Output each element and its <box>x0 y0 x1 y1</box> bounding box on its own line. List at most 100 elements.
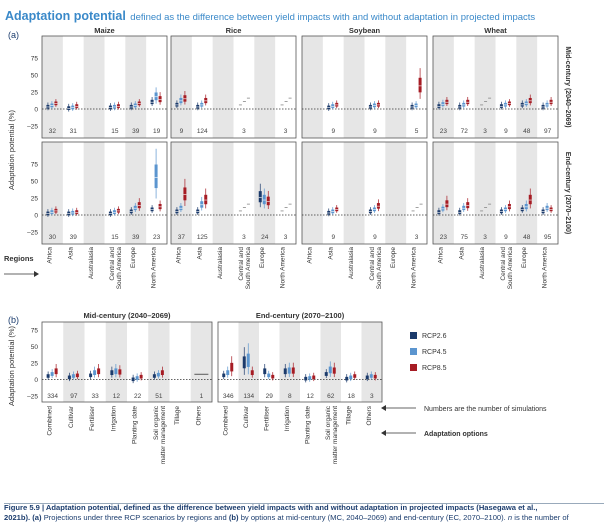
region-shade <box>42 36 63 138</box>
region-label: South America <box>507 247 514 290</box>
region-shade <box>212 142 234 244</box>
sim-count: 95 <box>544 234 552 241</box>
sim-count: 1 <box>200 393 204 400</box>
region-shade <box>254 36 276 138</box>
option-label: matter management <box>160 406 167 464</box>
legend-swatch-rcp26 <box>410 332 417 339</box>
panel-b-ylabel: Adaptation potential (%) <box>7 325 16 406</box>
panel-frame <box>41 35 168 139</box>
box-rcp45 <box>50 372 54 376</box>
option-label: Cultivar <box>68 405 75 428</box>
region-shade <box>385 142 407 244</box>
caption-n: n <box>507 513 513 522</box>
region-label: Asia <box>196 247 203 260</box>
box-rcp85 <box>332 367 336 374</box>
region-label: Asia <box>67 247 74 260</box>
region-label: South America <box>245 247 252 290</box>
sim-count: 23 <box>440 128 448 135</box>
panel-b-label: (b) <box>8 315 19 325</box>
sim-count: 15 <box>111 128 119 135</box>
sim-count: 3 <box>483 234 487 241</box>
box-rcp85 <box>139 374 143 379</box>
box-rcp85 <box>445 200 449 208</box>
region-label: Asia <box>458 247 465 260</box>
region-label: Asia <box>327 247 334 260</box>
option-shade <box>63 322 85 402</box>
sim-count: 62 <box>327 393 335 400</box>
region-shade <box>385 36 407 138</box>
box-rcp26 <box>152 374 156 378</box>
region-label: Central and <box>238 247 245 281</box>
box-rcp85 <box>353 374 357 378</box>
box-rcp26 <box>89 373 93 378</box>
option-label: Planting date <box>132 406 139 444</box>
ytick-a-1-0: 75 <box>31 162 39 169</box>
note-options: Adaptation options <box>424 431 488 438</box>
box-rcp85 <box>118 369 122 375</box>
region-label: Central and <box>500 247 507 281</box>
region-shade <box>433 142 454 244</box>
box-rcp45 <box>156 372 160 377</box>
sim-count: 346 <box>223 393 234 400</box>
sim-count: 97 <box>544 128 552 135</box>
box-rcp85 <box>271 374 275 379</box>
option-shade <box>361 322 382 402</box>
title-main: Adaptation potential <box>5 9 126 23</box>
crop-header-maize: Maize <box>94 26 114 35</box>
sim-count: 39 <box>132 128 140 135</box>
panel-frame <box>432 35 559 139</box>
sim-count: 3 <box>284 128 288 135</box>
crop-header-rice: Rice <box>226 26 242 35</box>
sim-count: 31 <box>70 128 78 135</box>
region-shade <box>42 142 63 244</box>
box-rcp85 <box>466 202 470 209</box>
region-label: Africa <box>437 247 444 264</box>
option-label: Combined <box>47 406 54 436</box>
sim-count: 48 <box>523 128 531 135</box>
ytick-a-0-1: 50 <box>31 73 39 80</box>
note-counts: Numbers are the number of simulations <box>424 406 547 413</box>
box-rcp26 <box>46 374 50 378</box>
option-label: Planting date <box>304 406 311 444</box>
sim-count: 18 <box>348 393 356 400</box>
figure-title: Adaptation potential defined as the diff… <box>5 7 535 25</box>
region-label: Central and <box>369 247 376 281</box>
sim-count: 39 <box>132 234 140 241</box>
region-shade <box>125 142 147 244</box>
region-shade <box>83 36 105 138</box>
region-label: Australasia <box>217 247 224 280</box>
crop-header-wheat: Wheat <box>484 26 507 35</box>
box-rcp45 <box>308 376 312 380</box>
caption-divider <box>4 503 604 504</box>
ytick-a-0-2: 25 <box>31 90 39 97</box>
box-rcp45 <box>262 194 266 205</box>
box-rcp45 <box>267 373 271 378</box>
ytick-b-3: 0 <box>34 377 38 384</box>
sim-count: 32 <box>49 128 57 135</box>
sim-count: 3 <box>242 234 246 241</box>
sim-count: 9 <box>180 128 184 135</box>
box-rcp26 <box>110 370 114 376</box>
box-rcp85 <box>373 374 377 379</box>
region-shade <box>212 36 234 138</box>
box-rcp26 <box>345 376 349 381</box>
region-label: North America <box>411 247 418 289</box>
sim-count: 9 <box>373 128 377 135</box>
panel-a-ylabel: Adaptation potential (%) <box>7 109 16 190</box>
box-rcp45 <box>328 366 332 374</box>
region-label: Europe <box>521 247 528 268</box>
region-label: Australasia <box>348 247 355 280</box>
box-rcp45 <box>154 164 158 189</box>
period-header-mid: Mid-century (2040–2069) <box>83 311 171 320</box>
box-rcp85 <box>528 194 532 205</box>
option-label: Others <box>366 405 373 425</box>
sim-count: 33 <box>92 393 100 400</box>
ytick-b-1: 50 <box>31 344 39 351</box>
sim-count: 3 <box>415 234 419 241</box>
note-arrow-head <box>381 430 386 436</box>
sim-count: 3 <box>242 128 246 135</box>
sim-count: 8 <box>288 393 292 400</box>
ytick-b-0: 75 <box>31 328 39 335</box>
region-shade <box>516 36 538 138</box>
region-label: Europe <box>130 247 137 268</box>
